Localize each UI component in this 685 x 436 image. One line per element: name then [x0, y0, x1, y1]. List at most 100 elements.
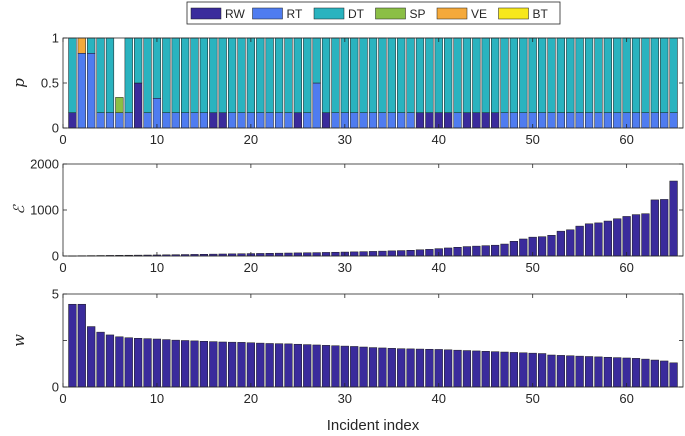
bar-dt-33 [368, 37, 378, 113]
bar-dt-32 [359, 37, 368, 113]
bar-42 [453, 247, 462, 257]
bar-60 [622, 216, 631, 257]
bar-rt-58 [603, 112, 612, 129]
bar-31 [350, 346, 359, 388]
bar-rw-45 [481, 112, 490, 129]
bar-dt-59 [613, 37, 622, 113]
x-tick-label: 50 [525, 260, 539, 275]
bar-28 [321, 252, 331, 257]
bar-59 [613, 218, 622, 257]
bar-dt-34 [378, 37, 387, 113]
bar-20 [246, 342, 255, 388]
bar-rt-49 [519, 112, 528, 129]
bar-rt-36 [397, 112, 406, 129]
bar-22 [265, 253, 274, 257]
x-tick-label: 20 [244, 391, 258, 406]
bar-dt-15 [199, 37, 209, 113]
y-tick-label: 1000 [30, 203, 59, 218]
bar-dt-63 [650, 37, 659, 113]
x-tick-label: 0 [59, 260, 66, 275]
bar-rt-53 [556, 112, 565, 129]
bar-dt-41 [444, 37, 453, 113]
bar-39 [425, 249, 434, 257]
bar-65 [669, 362, 678, 388]
y-axis-label: ℰ [10, 204, 28, 215]
bar-dt-44 [472, 37, 481, 113]
bar-dt-54 [566, 37, 575, 113]
bar-32 [359, 346, 368, 388]
bar-rw-16 [209, 112, 218, 129]
bar-54 [566, 229, 575, 257]
bar-dt-23 [274, 37, 284, 113]
bar-rt-15 [199, 112, 209, 129]
bar-dt-38 [415, 37, 425, 113]
bar-24 [284, 343, 293, 388]
bar-41 [444, 349, 453, 388]
bar-dt-3 [87, 37, 96, 54]
bar-rt-42 [453, 112, 462, 129]
bar-50 [528, 352, 537, 388]
bar-dt-24 [284, 37, 293, 113]
bar-54 [566, 355, 575, 388]
legend-swatch-bt [498, 7, 529, 20]
bar-dt-4 [96, 37, 105, 113]
bar-dt-39 [425, 37, 434, 113]
x-axis-label: Incident index [327, 417, 420, 434]
bar-dt-46 [491, 37, 500, 113]
bar-26 [303, 252, 312, 257]
bar-dt-29 [331, 37, 340, 113]
bar-45 [481, 351, 490, 388]
x-tick-label: 30 [338, 132, 352, 147]
bar-33 [368, 251, 378, 257]
bar-rw-41 [444, 112, 453, 129]
bar-dt-17 [218, 37, 227, 113]
bar-rt-6 [115, 112, 124, 129]
bar-65 [669, 180, 678, 257]
x-tick-label: 60 [619, 391, 633, 406]
legend-label-sp: SP [410, 7, 426, 21]
legend-label-dt: DT [348, 7, 365, 21]
legend-label-rt: RT [287, 7, 303, 21]
bars [68, 37, 678, 129]
bar-rt-57 [594, 112, 603, 129]
bar-36 [397, 348, 406, 388]
bar-rt-14 [190, 112, 199, 129]
bar-58 [603, 356, 612, 388]
bar-53 [556, 355, 565, 388]
bar-62 [641, 358, 650, 388]
bar-51 [537, 353, 547, 388]
legend-swatch-rw [190, 7, 222, 20]
x-tick-label: 0 [59, 132, 66, 147]
bar-60 [622, 357, 631, 388]
bar-46 [491, 351, 500, 388]
bar-4 [96, 331, 105, 388]
bar-rt-13 [181, 112, 190, 129]
bar-dt-62 [641, 37, 650, 113]
bar-rt-55 [575, 112, 584, 129]
bar-35 [387, 348, 396, 388]
bar-62 [641, 213, 650, 257]
y-tick-label: 2000 [30, 157, 59, 172]
bar-48 [509, 241, 519, 257]
legend-swatch-rt [252, 7, 283, 20]
bar-dt-13 [181, 37, 190, 113]
bar-49 [519, 238, 528, 257]
bar-17 [218, 341, 227, 388]
bar-22 [265, 343, 274, 388]
bar-34 [378, 347, 387, 388]
bar-rt-33 [368, 112, 378, 129]
bar-rt-10 [152, 98, 162, 129]
bar-rt-59 [613, 112, 622, 129]
bar-7 [124, 337, 133, 388]
bar-dt-53 [556, 37, 565, 113]
bar-58 [603, 220, 612, 257]
bar-rt-21 [256, 112, 265, 129]
bar-14 [190, 340, 199, 388]
bar-13 [181, 340, 190, 388]
x-tick-label: 10 [150, 391, 164, 406]
bar-23 [274, 343, 284, 388]
bar-dt-61 [631, 37, 641, 113]
bar-rt-24 [284, 112, 293, 129]
bar-dt-20 [246, 37, 255, 113]
bar-rw-44 [472, 112, 481, 129]
